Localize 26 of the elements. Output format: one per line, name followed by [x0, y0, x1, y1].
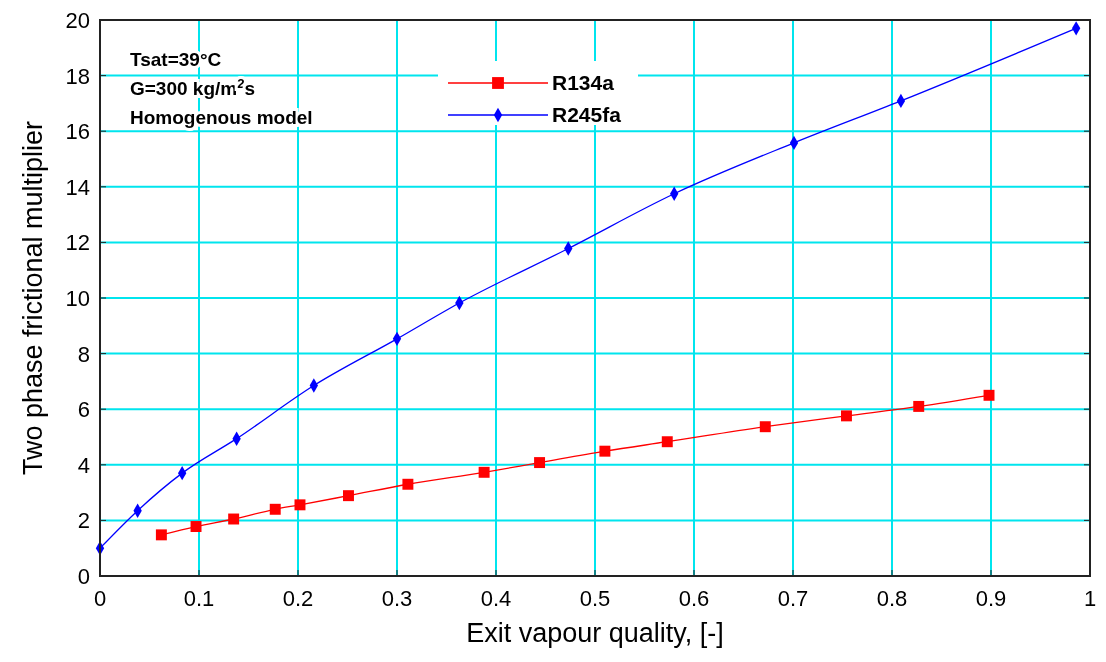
x-tick-label: 0.8 — [876, 586, 908, 611]
x-tick-label: 0.7 — [777, 586, 809, 611]
y-tick-label: 12 — [65, 230, 90, 256]
x-tick-label: 0.2 — [282, 586, 314, 611]
x-tick-label: 0.5 — [579, 586, 611, 611]
x-tick-label: 0.9 — [975, 586, 1007, 611]
y-tick-label: 8 — [77, 341, 90, 367]
y-tick-label: 10 — [65, 286, 90, 311]
x-tick-label: 1 — [1083, 586, 1097, 611]
y-tick-label: 4 — [77, 452, 90, 478]
x-tick-label: 0.3 — [381, 586, 413, 611]
legend-label: R134a — [552, 71, 615, 94]
x-axis-title: Exit vapour quality, [-] — [466, 618, 724, 648]
legend-label: R245fa — [552, 103, 622, 126]
y-tick-label: 14 — [65, 174, 90, 200]
x-tick-label: 0 — [93, 586, 107, 611]
y-tick-label: 6 — [77, 397, 90, 423]
y-tick-label: 16 — [65, 119, 90, 145]
y-tick-label: 20 — [65, 8, 90, 33]
y-tick-label: 2 — [77, 508, 90, 534]
x-tick-label: 0.4 — [480, 586, 512, 611]
x-tick-label: 0.6 — [678, 586, 710, 611]
y-axis-title: Two phase frictional multiplier — [18, 120, 48, 476]
x-tick-label: 0.1 — [183, 586, 215, 611]
y-tick-label: 0 — [77, 564, 90, 589]
y-tick-label: 18 — [65, 63, 90, 89]
